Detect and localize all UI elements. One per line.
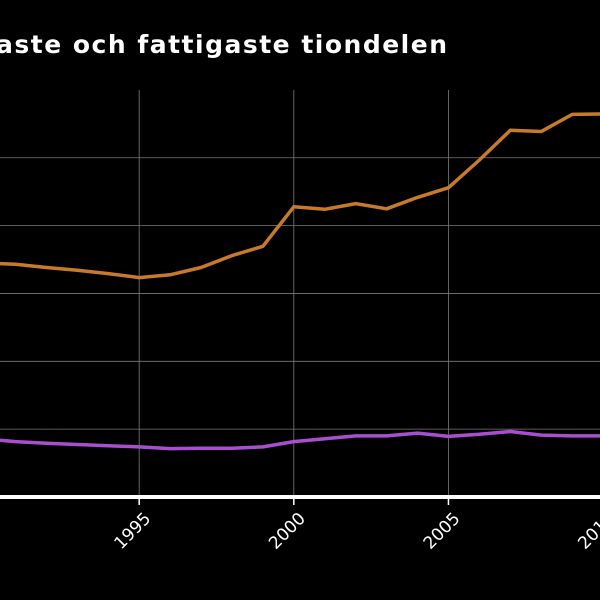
series-line-1 (0, 112, 600, 280)
series-layer (0, 112, 600, 451)
chart-title: aste och fattigaste tiondelen (0, 30, 449, 59)
axis-layer (0, 495, 600, 505)
tick-label-layer: 1995 2000 2005 2010 (110, 509, 600, 554)
x-tick-label: 2010 (574, 509, 600, 554)
x-tick-label: 2005 (420, 509, 465, 554)
x-tick-label: 2000 (265, 509, 310, 554)
series-line-2 (0, 429, 600, 451)
grid-layer (0, 90, 600, 498)
x-tick-label: 1995 (110, 509, 155, 554)
